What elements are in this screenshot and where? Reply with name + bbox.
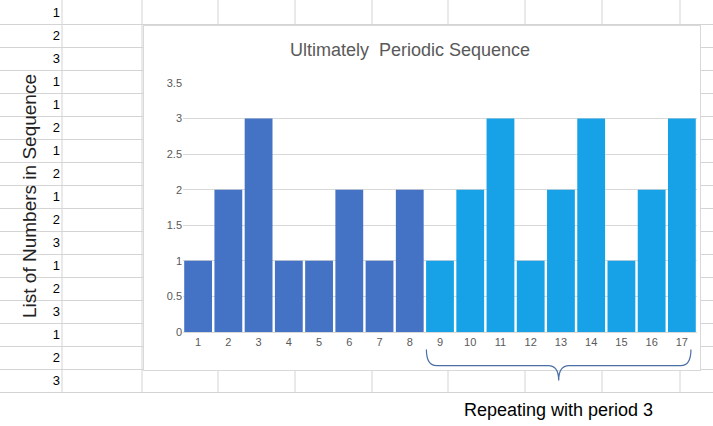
svg-text:1: 1 bbox=[176, 255, 182, 267]
html-text:2: 2 bbox=[52, 120, 60, 135]
svg-text:2.5: 2.5 bbox=[167, 148, 182, 160]
html-text:1: 1 bbox=[52, 97, 60, 112]
html-text:List of Numbers in Sequence: List of Numbers in Sequence bbox=[19, 74, 40, 318]
svg-text:10: 10 bbox=[464, 336, 476, 348]
svg-text:2: 2 bbox=[225, 336, 231, 348]
svg-text:15: 15 bbox=[615, 336, 627, 348]
svg-text:5: 5 bbox=[316, 336, 322, 348]
svg-text:6: 6 bbox=[346, 336, 352, 348]
svg-text:3: 3 bbox=[256, 336, 262, 348]
svg-text:1.5: 1.5 bbox=[167, 219, 182, 231]
svg-text:4: 4 bbox=[286, 336, 292, 348]
svg-text:9: 9 bbox=[437, 336, 443, 348]
html-text:2: 2 bbox=[52, 350, 60, 365]
svg-text:8: 8 bbox=[407, 336, 413, 348]
html-text:2: 2 bbox=[52, 281, 60, 296]
svg-text:Repeating with period 3: Repeating with period 3 bbox=[464, 400, 653, 420]
svg-text:13: 13 bbox=[555, 336, 567, 348]
html-text:3: 3 bbox=[52, 51, 60, 66]
svg-text:11: 11 bbox=[495, 336, 506, 348]
html-text:1: 1 bbox=[52, 258, 60, 273]
svg-text:2: 2 bbox=[176, 184, 182, 196]
html-text:1: 1 bbox=[52, 189, 60, 204]
svg-text:1: 1 bbox=[195, 336, 201, 348]
svg-text:14: 14 bbox=[585, 336, 597, 348]
html-text:3: 3 bbox=[52, 304, 60, 319]
html-text:2: 2 bbox=[52, 212, 60, 227]
svg-text:17: 17 bbox=[676, 336, 688, 348]
html-text:1: 1 bbox=[52, 143, 60, 158]
html-text:1: 1 bbox=[52, 327, 60, 342]
svg-text:0: 0 bbox=[176, 326, 182, 338]
html-text:2: 2 bbox=[52, 28, 60, 43]
svg-text:16: 16 bbox=[646, 336, 658, 348]
svg-text:3: 3 bbox=[176, 112, 182, 124]
html-text:1: 1 bbox=[52, 74, 60, 89]
svg-text:7: 7 bbox=[376, 336, 382, 348]
html-text:1: 1 bbox=[52, 5, 60, 20]
html-text:3: 3 bbox=[52, 373, 60, 388]
html-text:3: 3 bbox=[52, 235, 60, 250]
svg-text:3.5: 3.5 bbox=[167, 77, 182, 89]
svg-text:0.5: 0.5 bbox=[167, 290, 182, 302]
svg-text:Ultimately Periodic Sequence: Ultimately Periodic Sequence bbox=[290, 40, 530, 60]
html-text:2: 2 bbox=[52, 166, 60, 181]
svg-text:12: 12 bbox=[525, 336, 537, 348]
